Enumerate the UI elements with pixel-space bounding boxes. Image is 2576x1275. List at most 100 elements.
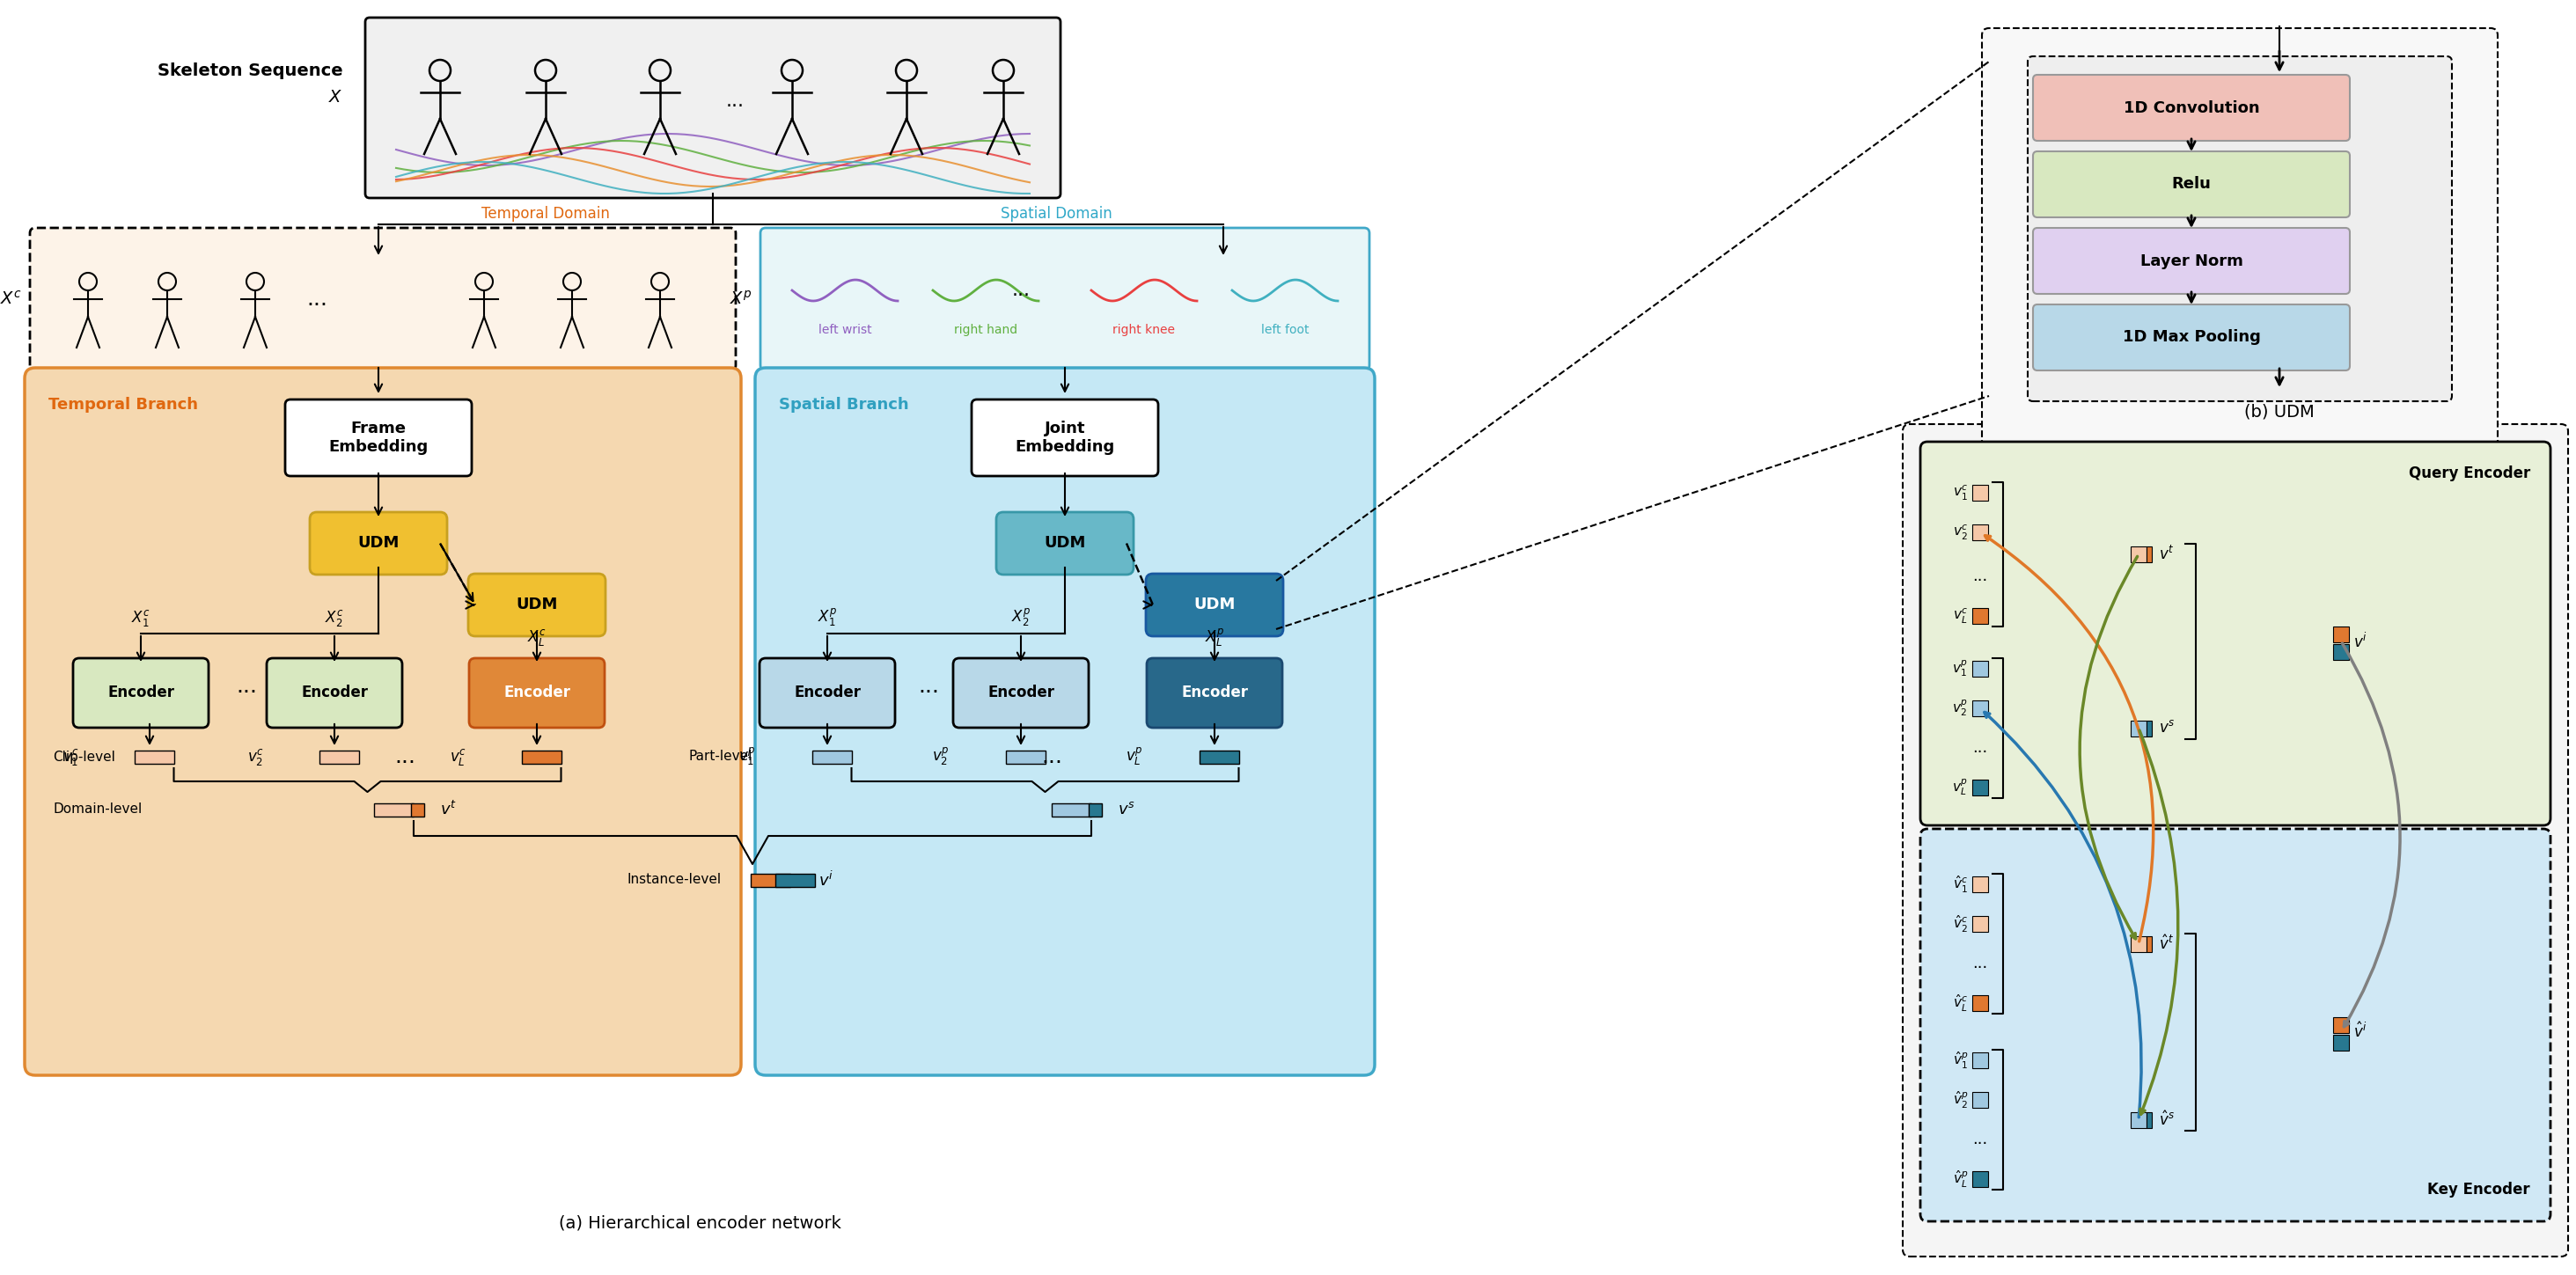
Text: Relu: Relu: [2172, 176, 2210, 193]
FancyBboxPatch shape: [1919, 829, 2550, 1221]
Text: $\hat{v}^t$: $\hat{v}^t$: [2159, 935, 2174, 952]
Text: $X_1^c$: $X_1^c$: [131, 608, 149, 627]
Bar: [1051, 803, 1092, 816]
Text: Encoder: Encoder: [793, 685, 860, 701]
Text: $v_2^p$: $v_2^p$: [933, 746, 948, 768]
Text: Spatial Branch: Spatial Branch: [778, 397, 909, 413]
Bar: [319, 750, 358, 764]
FancyBboxPatch shape: [2027, 56, 2452, 402]
Text: $X^p$: $X^p$: [729, 291, 752, 309]
Text: ...: ...: [1973, 569, 1989, 584]
Text: Temporal Domain: Temporal Domain: [482, 205, 611, 222]
Text: $v_1^p$: $v_1^p$: [737, 746, 755, 768]
Text: right knee: right knee: [1113, 324, 1175, 337]
Text: ...: ...: [237, 676, 258, 697]
Bar: [1973, 876, 1989, 892]
Bar: [374, 803, 415, 816]
Text: $v_L^c$: $v_L^c$: [451, 747, 466, 766]
Text: UDM: UDM: [358, 535, 399, 551]
Text: (a) Hierarchical encoder network: (a) Hierarchical encoder network: [559, 1215, 840, 1232]
FancyBboxPatch shape: [1981, 28, 2499, 455]
Bar: [1973, 1172, 1989, 1187]
Text: ...: ...: [726, 92, 744, 110]
Text: $X_2^p$: $X_2^p$: [1012, 607, 1030, 629]
Text: $v^t$: $v^t$: [2159, 546, 2174, 564]
Text: $v_1^c$: $v_1^c$: [62, 747, 80, 766]
Text: $v_1^p$: $v_1^p$: [1953, 659, 1968, 678]
Bar: [1973, 996, 1989, 1011]
Text: $X$: $X$: [330, 88, 343, 105]
FancyBboxPatch shape: [971, 399, 1159, 476]
FancyBboxPatch shape: [72, 658, 209, 728]
FancyBboxPatch shape: [1146, 658, 1283, 728]
Text: $\hat{v}_1^c$: $\hat{v}_1^c$: [1953, 875, 1968, 895]
Bar: [2146, 547, 2151, 562]
FancyBboxPatch shape: [997, 513, 1133, 575]
Bar: [1087, 803, 1103, 816]
Text: $v^s$: $v^s$: [1118, 802, 1136, 817]
Text: $v_L^p$: $v_L^p$: [1126, 746, 1141, 768]
Text: $v_L^c$: $v_L^c$: [1953, 607, 1968, 625]
FancyBboxPatch shape: [268, 658, 402, 728]
FancyBboxPatch shape: [760, 228, 1370, 371]
Bar: [2130, 547, 2146, 562]
Text: $v_1^c$: $v_1^c$: [1953, 483, 1968, 502]
Text: (b) UDM: (b) UDM: [2244, 403, 2313, 421]
Text: Encoder: Encoder: [502, 685, 569, 701]
Text: left wrist: left wrist: [819, 324, 871, 337]
Text: $X_{L}^c$: $X_{L}^c$: [528, 627, 546, 648]
Bar: [134, 750, 173, 764]
FancyBboxPatch shape: [2032, 305, 2349, 371]
Text: 1D Convolution: 1D Convolution: [2123, 99, 2259, 116]
FancyBboxPatch shape: [1904, 425, 2568, 1257]
Text: $\hat{v}_L^c$: $\hat{v}_L^c$: [1953, 993, 1968, 1014]
Text: $\hat{v}_L^p$: $\hat{v}_L^p$: [1953, 1169, 1968, 1190]
Bar: [775, 873, 814, 886]
Text: Skeleton Sequence: Skeleton Sequence: [157, 62, 343, 79]
Text: Query Encoder: Query Encoder: [2409, 465, 2530, 482]
Text: $\hat{v}_2^p$: $\hat{v}_2^p$: [1953, 1090, 1968, 1111]
Text: ...: ...: [1973, 1132, 1989, 1147]
Text: ...: ...: [1973, 739, 1989, 756]
Text: $v_L^p$: $v_L^p$: [1953, 778, 1968, 798]
Bar: [2334, 626, 2349, 643]
Text: $v_2^p$: $v_2^p$: [1953, 699, 1968, 718]
FancyBboxPatch shape: [469, 658, 605, 728]
Text: UDM: UDM: [515, 597, 556, 613]
FancyBboxPatch shape: [1146, 574, 1283, 636]
Bar: [1973, 484, 1989, 501]
Bar: [1973, 700, 1989, 717]
Text: left foot: left foot: [1260, 324, 1309, 337]
Bar: [1198, 750, 1239, 764]
Text: Instance-level: Instance-level: [629, 873, 721, 886]
FancyBboxPatch shape: [953, 658, 1090, 728]
Text: Key Encoder: Key Encoder: [2427, 1182, 2530, 1197]
Bar: [2130, 936, 2146, 951]
FancyBboxPatch shape: [760, 658, 894, 728]
Bar: [1973, 660, 1989, 677]
Text: $v^s$: $v^s$: [2159, 720, 2174, 736]
Text: Part-level: Part-level: [688, 750, 752, 764]
Bar: [520, 750, 562, 764]
Bar: [2334, 1016, 2349, 1033]
Text: Clip-level: Clip-level: [52, 750, 116, 764]
Bar: [2130, 720, 2146, 736]
Bar: [1973, 1091, 1989, 1108]
Text: ...: ...: [1041, 746, 1061, 768]
Text: ...: ...: [394, 746, 415, 768]
Text: Layer Norm: Layer Norm: [2141, 252, 2244, 269]
Text: Frame
Embedding: Frame Embedding: [330, 421, 428, 455]
FancyBboxPatch shape: [2032, 75, 2349, 140]
FancyBboxPatch shape: [2032, 228, 2349, 295]
Text: right hand: right hand: [953, 324, 1018, 337]
FancyBboxPatch shape: [366, 18, 1061, 198]
Text: $v^t$: $v^t$: [440, 801, 456, 819]
Text: $X_{L}^p$: $X_{L}^p$: [1206, 627, 1224, 649]
Text: $\hat{v}^s$: $\hat{v}^s$: [2159, 1111, 2174, 1128]
Text: Temporal Branch: Temporal Branch: [49, 397, 198, 413]
Text: Spatial Domain: Spatial Domain: [999, 205, 1113, 222]
Text: $X^c$: $X^c$: [0, 291, 23, 309]
Bar: [811, 750, 853, 764]
Text: $\hat{v}^i$: $\hat{v}^i$: [2354, 1023, 2367, 1040]
Bar: [2146, 936, 2151, 951]
